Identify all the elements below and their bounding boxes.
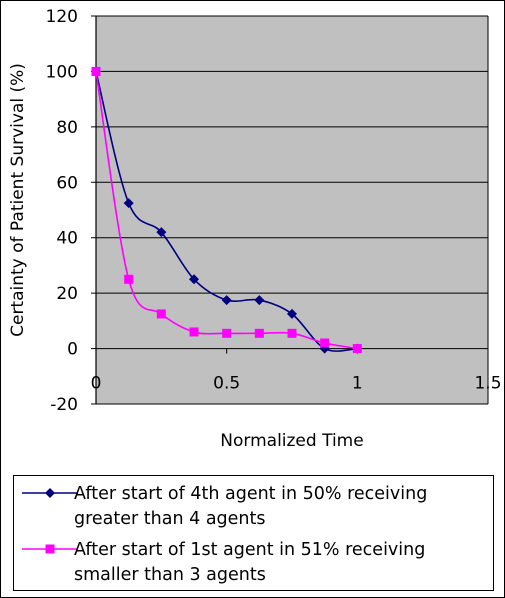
legend-swatch-series-1 — [22, 488, 78, 498]
y-tick-label: 80 — [56, 118, 78, 138]
x-tick-label: 1.5 — [474, 374, 501, 394]
y-axis-label: Certainty of Patient Survival (%) — [8, 63, 28, 337]
x-tick-label: 0.5 — [213, 374, 240, 394]
legend-item-series-2: After start of 1st agent in 51% receivin… — [14, 536, 493, 590]
series-2-point — [254, 328, 264, 338]
series-2-point — [352, 344, 362, 354]
gridlines — [96, 15, 488, 405]
series-2-point — [91, 66, 101, 76]
tick-labels: 120 100 80 60 40 20 0 -20 0 0.5 1 1.5 — [46, 7, 502, 415]
y-tick-label: -20 — [50, 395, 78, 415]
y-tick-label: 0 — [67, 340, 78, 360]
series-2-line — [95, 71, 358, 350]
y-tick-label: 40 — [56, 229, 78, 249]
series-1-point — [156, 227, 167, 238]
y-tick-label: 60 — [56, 173, 78, 193]
series-2-point — [287, 328, 297, 338]
series-2-point — [124, 274, 134, 284]
legend-label-series-1: After start of 4th agent in 50% receivin… — [74, 484, 428, 529]
series-1-point — [287, 308, 297, 319]
y-tick-label: 20 — [56, 284, 78, 304]
legend-swatch-marker — [45, 544, 55, 554]
legend-swatch-series-2 — [22, 544, 78, 554]
series-2-point — [189, 327, 199, 337]
x-axis-label: Normalized Time — [220, 431, 363, 451]
legend: After start of 4th agent in 50% receivin… — [13, 475, 494, 591]
x-tick-label: 1 — [352, 374, 363, 394]
series-1-point — [123, 198, 134, 209]
series-1-point — [189, 274, 199, 285]
legend-swatch-marker — [45, 488, 55, 498]
legend-item-series-1: After start of 4th agent in 50% receivin… — [14, 480, 493, 534]
series — [91, 66, 363, 354]
legend-label-series-2: After start of 1st agent in 51% receivin… — [74, 540, 426, 585]
series-2-point — [222, 328, 232, 338]
line-chart: 120 100 80 60 40 20 0 -20 0 0.5 1 1.5 Certainty of … — [8, 7, 502, 451]
series-1-point — [221, 295, 232, 306]
series-1-point — [254, 295, 265, 306]
x-tick-label: 0 — [91, 374, 102, 394]
plot-area — [96, 16, 488, 404]
series-2-point — [156, 309, 166, 319]
y-tick-label: 100 — [46, 62, 78, 82]
y-tick-label: 120 — [46, 7, 78, 27]
series-2-point — [320, 338, 330, 348]
